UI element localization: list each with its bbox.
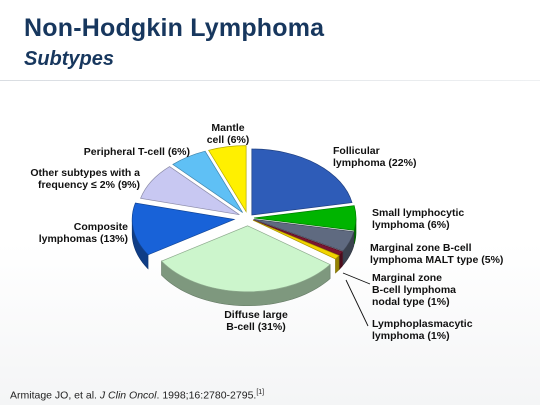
slice-label: Mantle cell (6%) bbox=[207, 122, 250, 146]
citation-reference: [1] bbox=[256, 389, 265, 396]
pie-slice bbox=[160, 225, 331, 293]
pie-slice bbox=[253, 218, 355, 252]
pie-slice bbox=[253, 205, 357, 231]
pie-tops bbox=[131, 145, 357, 293]
slide-title: Non-Hodgkin Lymphoma bbox=[24, 14, 325, 42]
pie-sides bbox=[131, 218, 357, 307]
citation-journal: J Clin Oncol bbox=[99, 389, 157, 402]
pie-slice bbox=[140, 166, 240, 216]
slice-label: Marginal zone B-cell lymphoma MALT type (… bbox=[370, 242, 503, 266]
citation-details: . 1998;16:2780-2795. bbox=[156, 389, 257, 402]
slice-label: Other subtypes with a frequency ≤ 2% (9%) bbox=[30, 167, 140, 191]
title-divider bbox=[0, 80, 540, 81]
slice-label: Lymphoplasmacytic lymphoma (1%) bbox=[372, 318, 473, 342]
slice-label: Marginal zone B-cell lymphoma nodal type (… bbox=[372, 272, 456, 308]
pie-slice bbox=[131, 202, 236, 256]
slice-label: Small lymphocytic lymphoma (6%) bbox=[372, 207, 464, 231]
pie-slice bbox=[208, 145, 247, 213]
slice-label: Composite lymphomas (13%) bbox=[39, 221, 128, 245]
slice-label: Follicular lymphoma (22%) bbox=[333, 145, 416, 169]
pie-slice bbox=[172, 150, 243, 213]
pie-slice bbox=[251, 148, 353, 216]
pie-labels: Follicular lymphoma (22%) Small lymphocyti… bbox=[30, 122, 503, 342]
citation-authors: Armitage JO, et al. bbox=[10, 389, 100, 402]
slide-subtitle: Subtypes bbox=[24, 48, 115, 70]
pie-leaders bbox=[342, 272, 371, 327]
leader-line bbox=[342, 272, 371, 285]
leader-line bbox=[345, 279, 369, 327]
pie-slice bbox=[252, 219, 340, 260]
slice-label: Diffuse large B-cell (31%) bbox=[224, 309, 288, 333]
slice-label: Peripheral T-cell (6%) bbox=[84, 146, 190, 158]
citation: Armitage JO, et al. J Clin Oncol. 1998;1… bbox=[10, 389, 264, 402]
